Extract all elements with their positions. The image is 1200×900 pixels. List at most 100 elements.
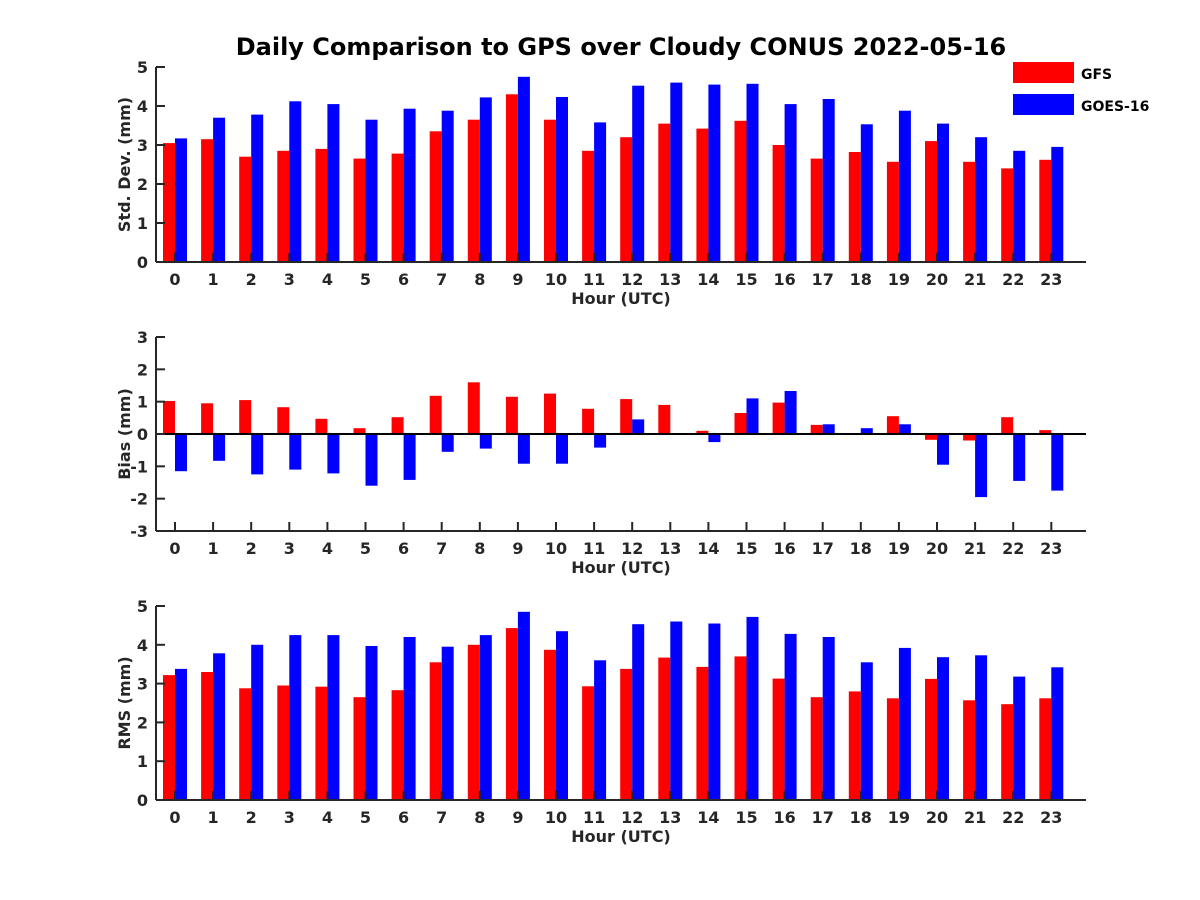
x-tick-label: 19: [888, 270, 910, 289]
bar-goes16-2: [251, 114, 264, 262]
bar-goes16-17: [822, 99, 835, 262]
bar-goes16-10: [556, 631, 568, 800]
legend: GFS GOES-16: [1013, 62, 1149, 115]
bar-gfs-8: [467, 119, 480, 262]
x-tick-label: 16: [773, 270, 795, 289]
bar-gfs-8: [467, 644, 480, 800]
x-tick-label: 2: [246, 270, 257, 289]
bar-goes16-0: [175, 434, 187, 472]
bar-goes16-6: [403, 434, 416, 480]
y-tick-label: 3: [137, 136, 148, 155]
bar-goes16-17: [822, 424, 835, 434]
bar-goes16-23: [1051, 146, 1064, 262]
x-axis-label: Hour (UTC): [571, 558, 671, 577]
bar-gfs-7: [429, 395, 442, 434]
y-tick-label: 1: [137, 214, 148, 233]
x-tick-label: 0: [169, 539, 180, 558]
y-tick-label: 1: [137, 752, 148, 771]
x-tick-label: 21: [964, 270, 986, 289]
x-tick-label: 17: [812, 808, 834, 827]
x-tick-label: 18: [850, 270, 872, 289]
y-tick-label: 3: [137, 675, 148, 694]
bar-gfs-3: [277, 407, 290, 434]
y-tick-label: 0: [137, 791, 148, 810]
bar-gfs-16: [772, 145, 785, 262]
x-axis-label: Hour (UTC): [571, 289, 671, 308]
bar-gfs-4: [315, 418, 328, 434]
x-tick-label: 5: [360, 808, 371, 827]
bar-gfs-17: [810, 697, 823, 800]
bar-gfs-20: [925, 434, 937, 440]
x-tick-label: 1: [208, 539, 219, 558]
bar-gfs-6: [391, 153, 404, 262]
bar-gfs-9: [505, 396, 518, 434]
bar-gfs-11: [582, 408, 595, 434]
bar-gfs-2: [239, 156, 252, 262]
x-tick-label: 18: [850, 539, 872, 558]
bar-goes16-12: [632, 419, 645, 434]
x-tick-label: 10: [545, 270, 567, 289]
bar-goes16-23: [1051, 434, 1064, 491]
legend-label-goes16: GOES-16: [1081, 99, 1149, 115]
bar-gfs-18: [848, 152, 861, 262]
x-tick-label: 1: [208, 270, 219, 289]
x-tick-label: 19: [888, 808, 910, 827]
bar-gfs-21: [963, 161, 976, 262]
bar-goes16-14: [708, 84, 721, 262]
x-tick-label: 18: [850, 808, 872, 827]
bar-goes16-22: [1013, 150, 1026, 262]
bar-goes16-5: [365, 646, 378, 800]
bar-gfs-1: [201, 139, 214, 262]
x-tick-label: 11: [583, 539, 605, 558]
x-tick-label: 21: [964, 539, 986, 558]
x-tick-label: 9: [512, 539, 523, 558]
bar-gfs-3: [277, 150, 290, 262]
bar-goes16-11: [594, 434, 607, 448]
bar-gfs-6: [391, 417, 404, 434]
x-tick-label: 17: [812, 539, 834, 558]
bar-goes16-7: [441, 434, 454, 452]
y-tick-label: -3: [130, 522, 148, 541]
x-tick-label: 10: [545, 539, 567, 558]
bar-goes16-15: [746, 83, 759, 262]
bar-gfs-0: [163, 143, 175, 262]
bar-goes16-3: [289, 635, 302, 800]
bar-goes16-19: [898, 647, 911, 800]
x-tick-label: 21: [964, 808, 986, 827]
y-tick-label: -2: [130, 490, 148, 509]
bar-goes16-12: [632, 85, 645, 262]
bar-goes16-16: [784, 391, 797, 434]
bar-goes16-13: [670, 621, 683, 800]
bar-gfs-19: [886, 416, 899, 434]
x-tick-label: 23: [1040, 270, 1062, 289]
x-tick-label: 10: [545, 808, 567, 827]
bar-gfs-9: [505, 94, 518, 262]
bar-gfs-5: [353, 697, 366, 800]
bar-gfs-10: [544, 393, 556, 434]
bar-gfs-8: [467, 382, 480, 434]
y-tick-label: 2: [137, 175, 148, 194]
y-tick-label: 4: [137, 97, 148, 116]
y-axis-label: RMS (mm): [115, 656, 134, 749]
bar-goes16-17: [822, 637, 835, 800]
x-tick-label: 13: [659, 539, 681, 558]
bar-goes16-19: [898, 110, 911, 262]
bar-goes16-18: [860, 124, 873, 262]
bar-gfs-21: [963, 434, 976, 441]
bar-gfs-11: [582, 150, 595, 262]
bar-gfs-14: [696, 666, 709, 800]
bar-goes16-21: [975, 655, 988, 800]
x-tick-label: 16: [773, 808, 795, 827]
bar-gfs-11: [582, 686, 595, 800]
bar-gfs-1: [201, 403, 214, 434]
bar-gfs-20: [925, 141, 937, 262]
bar-gfs-6: [391, 690, 404, 800]
bar-gfs-16: [772, 678, 785, 800]
x-tick-label: 20: [926, 270, 948, 289]
x-tick-label: 13: [659, 270, 681, 289]
y-tick-label: 2: [137, 360, 148, 379]
